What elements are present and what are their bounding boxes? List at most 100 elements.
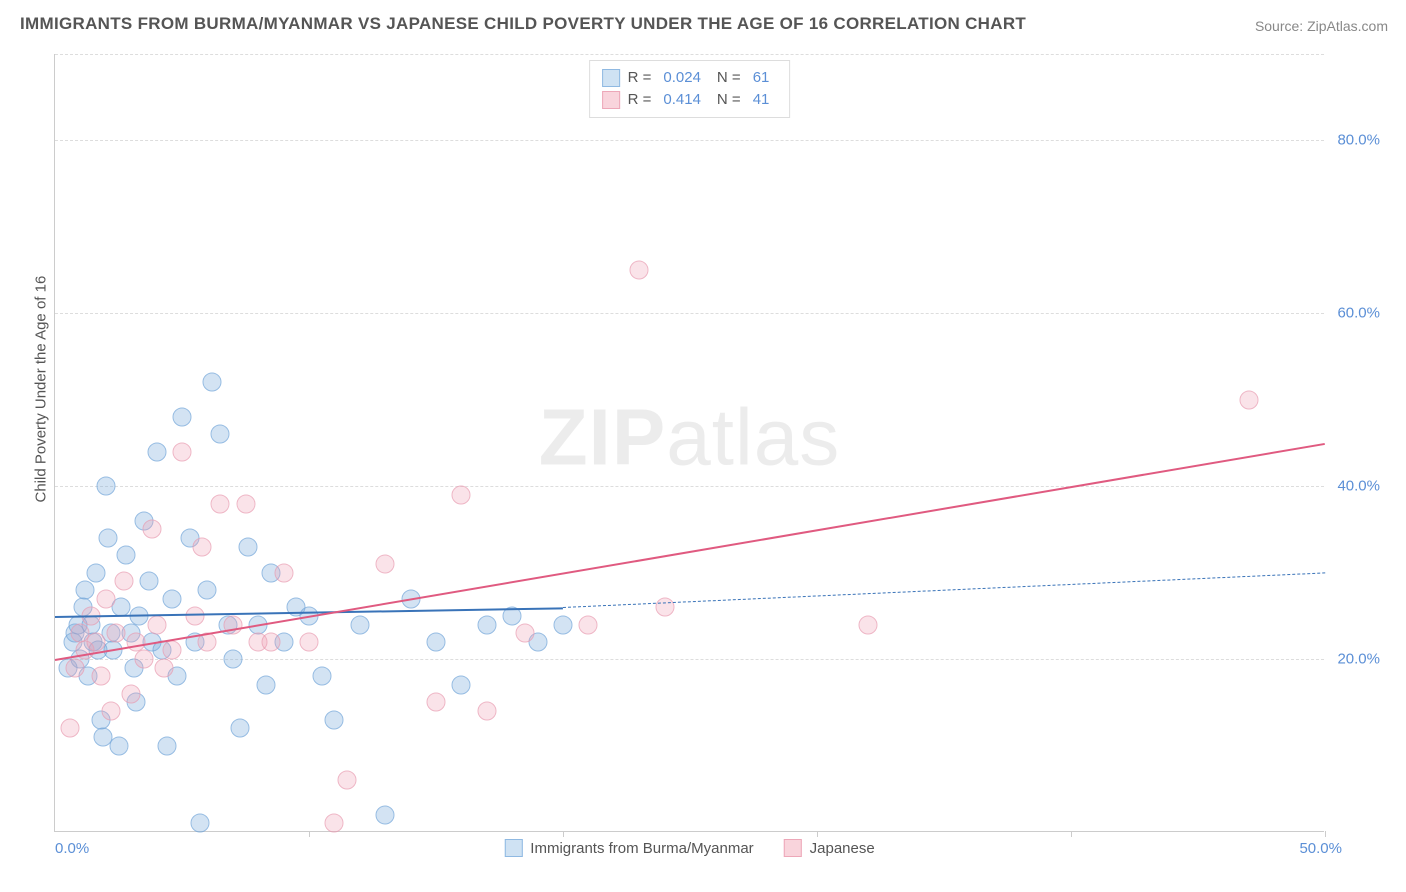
data-point <box>477 615 496 634</box>
data-point <box>452 676 471 695</box>
data-point <box>190 814 209 833</box>
data-point <box>211 425 230 444</box>
y-tick-label: 60.0% <box>1337 305 1380 322</box>
data-point <box>376 805 395 824</box>
data-point <box>376 555 395 574</box>
data-point <box>579 615 598 634</box>
data-point <box>117 546 136 565</box>
y-axis-label: Child Poverty Under the Age of 16 <box>33 276 50 503</box>
data-point <box>157 736 176 755</box>
data-point <box>173 408 192 427</box>
data-point <box>134 650 153 669</box>
gridline-h <box>55 486 1324 487</box>
legend-r-label: R = <box>628 89 652 111</box>
data-point <box>162 641 181 660</box>
data-point <box>427 693 446 712</box>
y-tick-label: 40.0% <box>1337 478 1380 495</box>
legend-item: Japanese <box>784 839 875 857</box>
source-label: Source: ZipAtlas.com <box>1255 18 1388 34</box>
gridline-h <box>55 54 1324 55</box>
gridline-h <box>55 140 1324 141</box>
data-point <box>223 650 242 669</box>
legend-swatch <box>602 91 620 109</box>
x-tick-mark <box>563 831 564 837</box>
data-point <box>139 572 158 591</box>
data-point <box>96 477 115 496</box>
legend-r-value: 0.414 <box>663 89 701 111</box>
x-tick-mark <box>1325 831 1326 837</box>
series-legend: Immigrants from Burma/Myanmar Japanese <box>504 839 874 857</box>
data-point <box>101 701 120 720</box>
data-point <box>427 632 446 651</box>
watermark: ZIPatlas <box>539 391 840 483</box>
data-point <box>127 632 146 651</box>
data-point <box>185 606 204 625</box>
legend-n-value: 61 <box>753 67 770 89</box>
data-point <box>193 537 212 556</box>
data-point <box>198 580 217 599</box>
x-tick-mark <box>309 831 310 837</box>
data-point <box>261 632 280 651</box>
legend-r-value: 0.024 <box>663 67 701 89</box>
data-point <box>76 580 95 599</box>
data-point <box>147 442 166 461</box>
data-point <box>515 624 534 643</box>
data-point <box>239 537 258 556</box>
data-point <box>99 529 118 548</box>
data-point <box>173 442 192 461</box>
data-point <box>655 598 674 617</box>
watermark-atlas: atlas <box>666 392 840 481</box>
y-tick-label: 80.0% <box>1337 132 1380 149</box>
legend-row: R = 0.414 N = 41 <box>602 89 778 111</box>
data-point <box>274 563 293 582</box>
data-point <box>477 701 496 720</box>
legend-row: R = 0.024 N = 61 <box>602 67 778 89</box>
data-point <box>630 261 649 280</box>
legend-label: Immigrants from Burma/Myanmar <box>530 840 753 857</box>
data-point <box>86 563 105 582</box>
x-tick-mark <box>1071 831 1072 837</box>
data-point <box>147 615 166 634</box>
plot-area: Child Poverty Under the Age of 16 ZIPatl… <box>54 54 1324 832</box>
data-point <box>61 719 80 738</box>
data-point <box>312 667 331 686</box>
data-point <box>96 589 115 608</box>
watermark-zip: ZIP <box>539 392 666 481</box>
data-point <box>211 494 230 513</box>
data-point <box>142 520 161 539</box>
data-point <box>325 814 344 833</box>
data-point <box>325 710 344 729</box>
data-point <box>109 736 128 755</box>
data-point <box>155 658 174 677</box>
legend-n-label: N = <box>717 67 741 89</box>
data-point <box>452 485 471 504</box>
gridline-h <box>55 313 1324 314</box>
chart-title: IMMIGRANTS FROM BURMA/MYANMAR VS JAPANES… <box>20 14 1026 34</box>
x-tick-mark <box>817 831 818 837</box>
legend-label: Japanese <box>810 840 875 857</box>
gridline-h <box>55 659 1324 660</box>
x-tick-min: 0.0% <box>55 840 89 857</box>
legend-n-label: N = <box>717 89 741 111</box>
data-point <box>338 771 357 790</box>
data-point <box>114 572 133 591</box>
data-point <box>162 589 181 608</box>
legend-r-label: R = <box>628 67 652 89</box>
data-point <box>86 632 105 651</box>
legend-n-value: 41 <box>753 89 770 111</box>
y-tick-label: 20.0% <box>1337 651 1380 668</box>
data-point <box>203 373 222 392</box>
correlation-legend: R = 0.024 N = 61 R = 0.414 N = 41 <box>589 60 791 118</box>
legend-swatch <box>602 69 620 87</box>
legend-item: Immigrants from Burma/Myanmar <box>504 839 753 857</box>
data-point <box>66 658 85 677</box>
data-point <box>256 676 275 695</box>
data-point <box>554 615 573 634</box>
data-point <box>236 494 255 513</box>
data-point <box>122 684 141 703</box>
data-point <box>858 615 877 634</box>
data-point <box>300 632 319 651</box>
x-tick-max: 50.0% <box>1299 840 1342 857</box>
legend-swatch <box>784 839 802 857</box>
data-point <box>231 719 250 738</box>
